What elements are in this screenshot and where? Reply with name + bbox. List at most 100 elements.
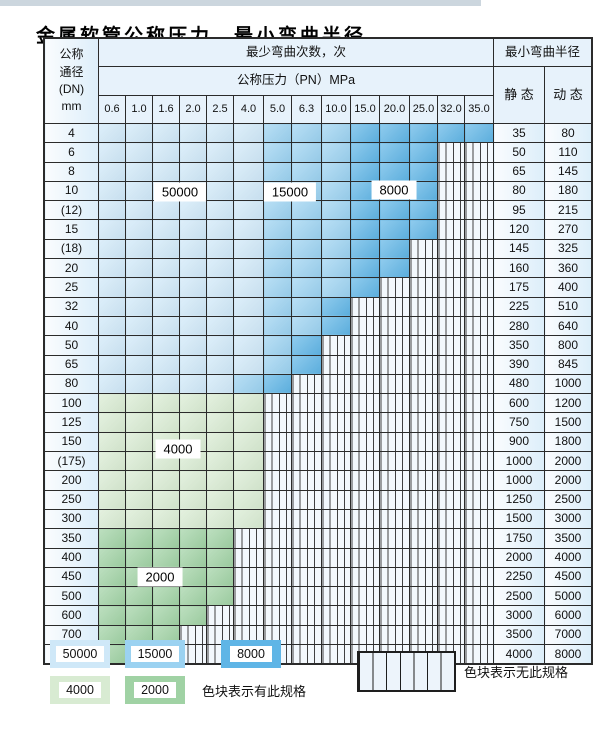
no-spec-cell	[409, 624, 438, 646]
cycle-zone-cell	[350, 161, 380, 182]
cycle-zone-cell	[125, 200, 153, 221]
no-spec-cell	[350, 296, 380, 317]
no-spec-cell	[291, 528, 322, 549]
no-spec-cell	[464, 605, 494, 626]
no-spec-cell	[291, 451, 322, 472]
no-spec-cell	[409, 508, 438, 530]
no-spec-cell	[464, 219, 494, 240]
no-spec-cell	[379, 277, 410, 298]
cycle-zone-cell	[179, 238, 207, 260]
cycle-zone-cell	[179, 586, 207, 607]
cycle-zone-cell	[321, 122, 351, 144]
no-spec-cell	[379, 373, 410, 395]
cycle-zone-cell	[125, 122, 153, 144]
cycle-zone-cell	[179, 528, 207, 549]
no-spec-cell	[464, 393, 494, 414]
static-radius-cell: 2000	[493, 547, 545, 568]
no-spec-cell	[379, 586, 410, 607]
no-spec-cell	[437, 605, 465, 626]
table-row: 100 600 1200	[44, 393, 592, 414]
cycle-zone-cell	[98, 470, 126, 491]
cycle-zone-cell	[206, 586, 234, 607]
cycle-zone-cell	[152, 315, 180, 337]
no-spec-cell	[350, 431, 380, 453]
no-spec-cell	[350, 412, 380, 433]
static-radius-cell: 3500	[493, 624, 545, 646]
no-spec-cell	[464, 508, 494, 530]
static-radius-cell: 600	[493, 393, 545, 414]
no-spec-cell	[464, 451, 494, 472]
no-spec-cell	[321, 489, 351, 510]
static-radius-cell: 50	[493, 142, 545, 163]
no-spec-cell	[350, 566, 380, 588]
cycle-zone-cell	[179, 161, 207, 182]
cycle-zone-cell	[291, 354, 322, 375]
dn-cell: (175)	[44, 451, 99, 472]
no-spec-cell	[291, 470, 322, 491]
cycle-zone-cell	[233, 393, 264, 414]
cycle-zone-cell	[206, 393, 234, 414]
cycle-zone-cell	[152, 142, 180, 163]
cycle-zone-cell	[98, 605, 126, 626]
cycle-zone-cell	[179, 258, 207, 279]
cycle-zone-cell	[179, 315, 207, 337]
no-spec-cell	[263, 624, 292, 646]
cycle-zone-cell	[350, 219, 380, 240]
cycle-zone-cell	[464, 122, 494, 144]
dn-header-line: 通径	[59, 64, 84, 79]
cycle-zone-cell	[125, 586, 153, 607]
dynamic-radius-cell: 270	[544, 219, 592, 240]
table-row: 350 1750 3500	[44, 528, 592, 549]
cycle-count-label: 15000	[263, 182, 317, 202]
no-spec-cell	[409, 470, 438, 491]
dn-cell: 25	[44, 277, 99, 298]
no-spec-cell	[464, 161, 494, 182]
dn-cell: 400	[44, 547, 99, 568]
dn-cell: 250	[44, 489, 99, 510]
no-spec-cell	[321, 354, 351, 375]
no-spec-cell	[409, 354, 438, 375]
dynamic-radius-cell: 6000	[544, 605, 592, 626]
cycle-zone-cell	[125, 373, 153, 395]
cycle-zone-cell	[263, 373, 292, 395]
no-spec-cell	[321, 547, 351, 568]
no-spec-cell	[263, 489, 292, 510]
no-spec-cell	[321, 586, 351, 607]
cycle-zone-cell	[98, 335, 126, 356]
no-spec-cell	[464, 354, 494, 375]
no-spec-cell	[437, 200, 465, 221]
cycle-zone-cell	[233, 412, 264, 433]
legend-available-text: 色块表示有此规格	[202, 684, 307, 699]
cycle-count-label: 8000	[371, 180, 417, 200]
legend-swatch-8000: 8000	[221, 640, 281, 668]
cycle-zone-cell	[233, 508, 264, 530]
table-row: 300 1500 3000	[44, 508, 592, 530]
cycle-zone-cell	[179, 470, 207, 491]
no-spec-cell	[464, 489, 494, 510]
no-spec-cell	[206, 605, 234, 626]
dynamic-radius-cell: 1500	[544, 412, 592, 433]
table-row: 150 900 1800	[44, 431, 592, 453]
cycle-zone-cell	[152, 296, 180, 317]
cycle-zone-cell	[263, 296, 292, 317]
cycle-zone-cell	[98, 528, 126, 549]
no-spec-cell	[321, 605, 351, 626]
no-spec-cell	[437, 219, 465, 240]
pressure-header-cell: 公称压力（PN）MPa	[98, 66, 494, 96]
no-spec-cell	[437, 624, 465, 646]
header-row-2: 公称压力（PN）MPa 静 态 动 态	[45, 66, 592, 124]
cycle-zone-cell	[233, 470, 264, 491]
cycle-zone-cell	[233, 451, 264, 472]
no-spec-cell	[437, 528, 465, 549]
cycle-zone-cell	[206, 200, 234, 221]
no-spec-cell	[321, 393, 351, 414]
cycle-zone-cell	[125, 277, 153, 298]
cycle-zone-cell	[233, 122, 264, 144]
cycle-zone-cell	[152, 219, 180, 240]
cycle-zone-cell	[179, 335, 207, 356]
radius-header-cell: 最小弯曲半径	[493, 38, 592, 67]
cycle-zone-cell	[233, 200, 264, 221]
cycle-zone-cell	[98, 566, 126, 588]
static-header-cell: 静 态	[493, 66, 545, 124]
cycle-zone-cell	[98, 354, 126, 375]
